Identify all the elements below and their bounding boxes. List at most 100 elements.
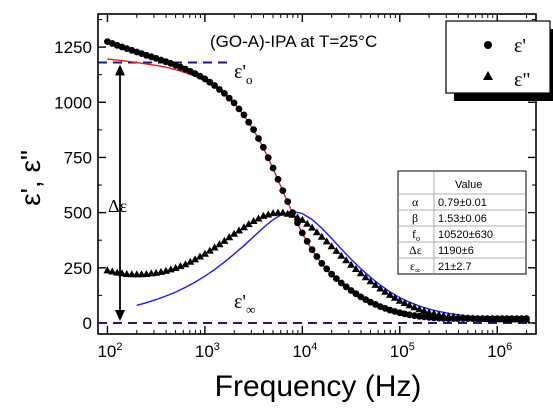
value-eps-inf: 21±2.7 (438, 261, 472, 273)
y-tick-label: 1250 (54, 38, 92, 57)
table-header-row (399, 172, 525, 194)
data-point-imag (239, 223, 248, 231)
data-point-real (274, 175, 282, 183)
data-point-real (264, 154, 272, 162)
data-point-imag (395, 296, 404, 304)
data-point-real (235, 105, 243, 113)
chart-title: (GO-A)-IPA at T=25°C (210, 32, 377, 51)
data-point-imag (327, 242, 336, 250)
data-point-imag (405, 301, 414, 309)
value-alpha: 0.79±0.01 (438, 197, 487, 209)
data-point-imag (361, 273, 370, 281)
y-tick-label: 750 (64, 148, 92, 167)
data-point-imag (220, 236, 229, 244)
legend-label-imag: ε" (514, 69, 531, 91)
data-point-imag (103, 266, 112, 274)
data-point-real (225, 94, 233, 102)
data-point-real (342, 283, 350, 291)
data-markers (103, 38, 531, 323)
legend-circle-marker (484, 41, 492, 49)
data-point-real (221, 90, 228, 97)
param-f0: fo (412, 227, 420, 243)
data-point-imag (127, 270, 136, 278)
data-point-imag (415, 305, 424, 313)
data-point-imag (176, 262, 185, 270)
data-point-real (260, 143, 267, 151)
value-f0: 10520±630 (438, 229, 493, 241)
data-point-imag (337, 251, 346, 259)
eps-static-label: ε'o (234, 61, 253, 87)
data-point-real (230, 99, 238, 107)
data-point-real (284, 198, 292, 206)
data-point-real (352, 290, 360, 298)
data-point-real (313, 253, 321, 260)
data-point-imag (366, 277, 375, 285)
value-delta-eps: 1190±6 (438, 245, 474, 257)
data-point-imag (356, 269, 365, 277)
parameter-table: Value α 0.79±0.01 β 1.53±0.06 fo 10520±6… (397, 170, 527, 275)
data-point-imag (288, 210, 297, 218)
data-point-real (216, 86, 223, 93)
data-point-imag (254, 214, 263, 222)
data-point-imag (308, 223, 317, 231)
data-point-imag (425, 308, 433, 316)
data-point-imag (376, 284, 385, 292)
data-point-imag (191, 255, 200, 263)
legend-box (445, 20, 551, 94)
data-point-imag (171, 264, 180, 271)
x-tick-label: 105 (390, 341, 415, 361)
param-delta-eps: Δε (409, 243, 422, 257)
data-point-real (318, 260, 326, 267)
data-point-real (337, 279, 345, 287)
data-point-real (303, 237, 311, 245)
data-point-real (328, 270, 335, 278)
data-point-imag (215, 240, 224, 248)
data-point-imag (181, 260, 190, 268)
param-alpha: α (412, 195, 419, 209)
data-point-real (269, 164, 277, 172)
data-point-real (206, 78, 214, 86)
legend-label-real: ε' (514, 35, 526, 57)
data-point-imag (464, 314, 472, 322)
data-point-imag (235, 226, 243, 234)
data-point-real (333, 275, 340, 282)
data-point-imag (371, 280, 380, 288)
data-point-imag (473, 314, 482, 322)
data-point-imag (390, 293, 399, 301)
data-point-real (250, 126, 257, 133)
data-point-imag (381, 287, 390, 295)
data-point-real (294, 219, 301, 227)
data-point-imag (122, 270, 131, 277)
plot-frame (97, 13, 537, 335)
x-tick-label: 104 (292, 341, 317, 361)
data-point-imag (420, 306, 429, 314)
data-point-real (240, 111, 248, 119)
data-point-real (211, 82, 219, 89)
data-point-imag (200, 249, 209, 257)
data-point-imag (439, 311, 448, 319)
data-point-imag (434, 310, 443, 318)
data-point-imag (400, 299, 409, 306)
delta-epsilon-label: Δε (108, 196, 128, 216)
data-point-imag (298, 215, 307, 223)
delta-arrow-head-up (115, 64, 125, 76)
data-point-imag (332, 246, 341, 254)
param-beta: β (412, 211, 418, 225)
data-point-imag (293, 213, 302, 221)
data-point-real (201, 75, 209, 83)
data-point-imag (454, 313, 463, 321)
legend-triangle-marker (483, 71, 493, 80)
delta-arrow-head-down (115, 309, 125, 321)
x-tick-label: 102 (97, 341, 122, 361)
data-point-imag (303, 219, 312, 227)
data-point-imag (459, 313, 468, 321)
data-point-imag (478, 314, 487, 322)
data-point-imag (283, 209, 292, 217)
data-point-imag (449, 312, 458, 320)
data-point-imag (322, 237, 331, 245)
y-tick-label: 1000 (54, 93, 92, 112)
data-point-real (308, 246, 316, 254)
data-point-imag (118, 269, 126, 277)
data-point-imag (317, 232, 326, 240)
